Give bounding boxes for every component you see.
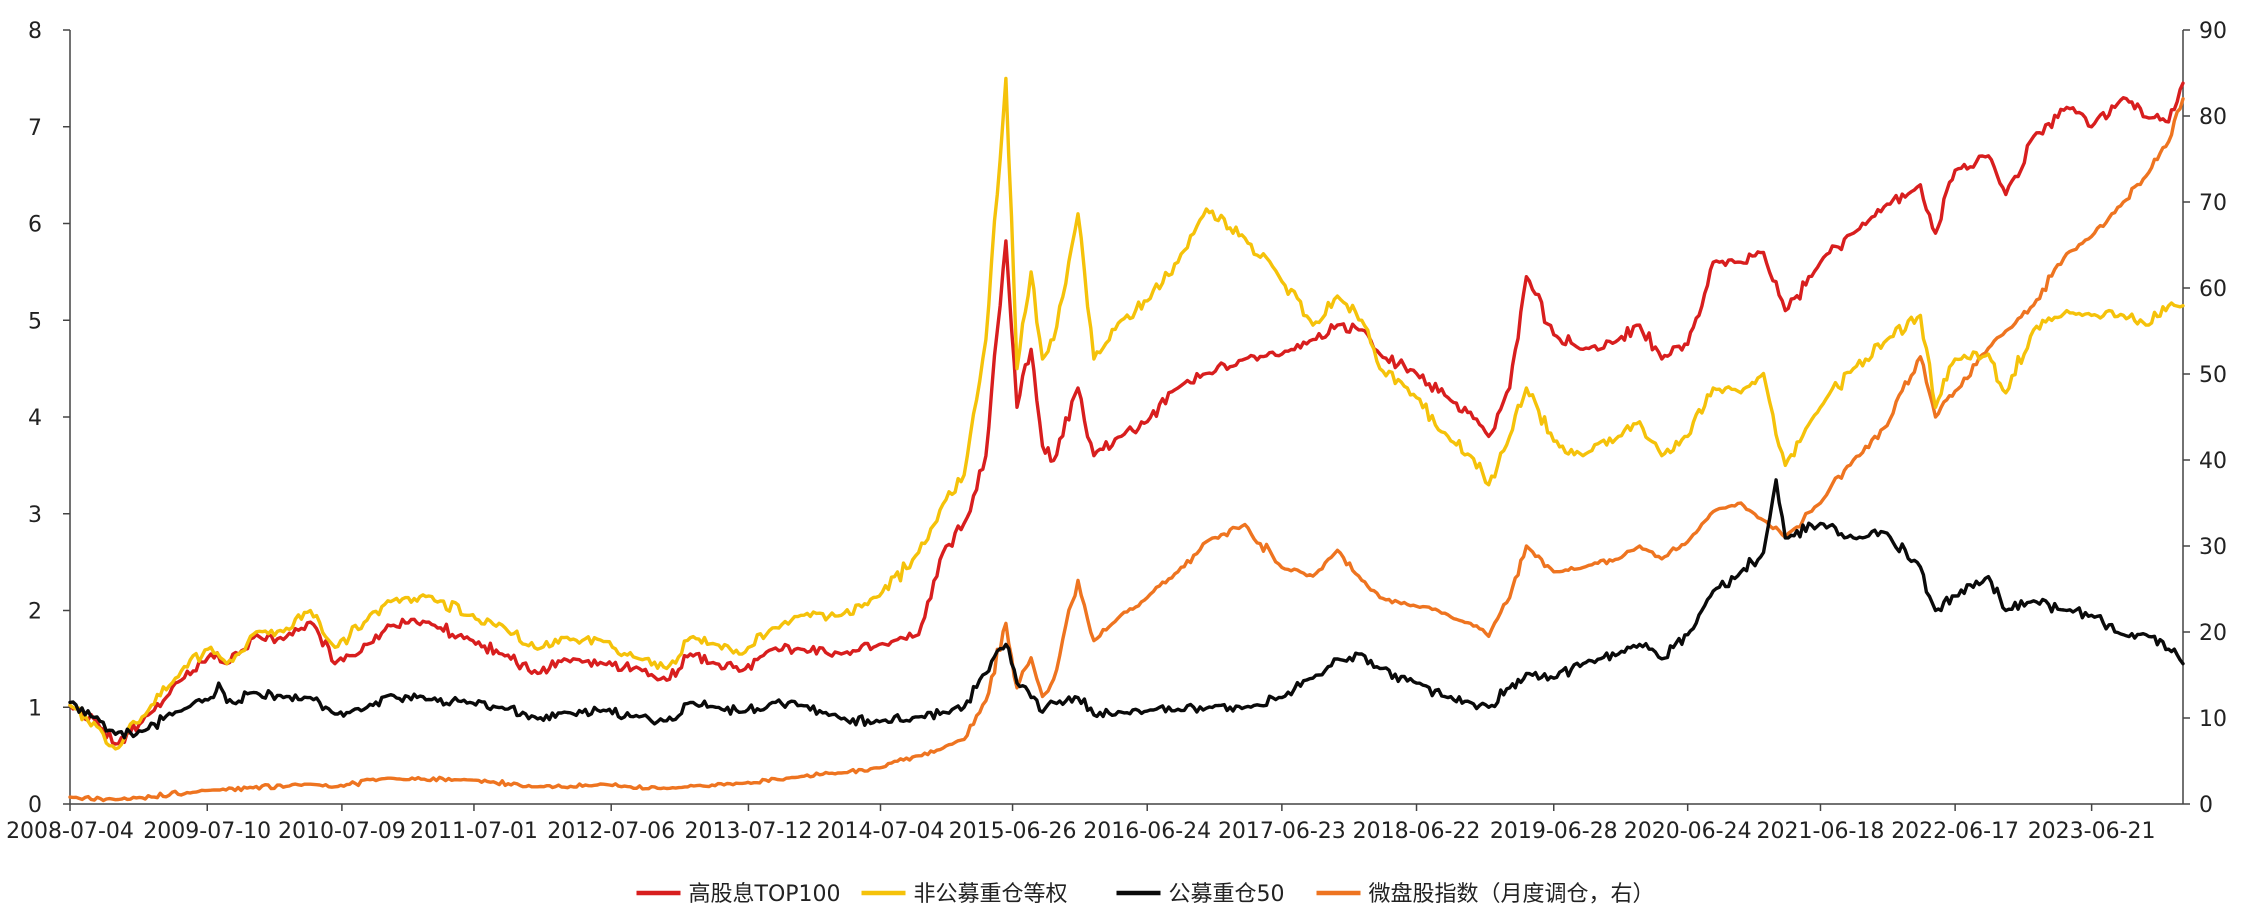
right-y-tick-label: 80: [2199, 105, 2227, 130]
right-y-tick-label: 60: [2199, 277, 2227, 302]
x-tick-label: 2014-07-04: [817, 819, 945, 844]
right-y-tick-label: 40: [2199, 449, 2227, 474]
x-tick-label: 2012-07-06: [547, 819, 675, 844]
right-y-tick-label: 70: [2199, 191, 2227, 216]
x-tick-label: 2009-07-10: [143, 819, 271, 844]
legend-label-2: 非公募重仓等权: [914, 882, 1068, 907]
x-tick-label: 2019-06-28: [1490, 819, 1618, 844]
x-tick-label: 2018-06-22: [1353, 819, 1481, 844]
left-y-tick-label: 6: [28, 213, 42, 238]
legend-label-3: 公募重仓50: [1169, 882, 1285, 907]
x-tick-label: 2020-06-24: [1624, 819, 1752, 844]
x-tick-label: 2021-06-18: [1757, 819, 1885, 844]
x-tick-label: 2023-06-21: [2028, 819, 2156, 844]
x-tick-label: 2015-06-26: [949, 819, 1077, 844]
legend: 高股息TOP100 非公募重仓等权 公募重仓50 微盘股指数（月度调仓，右）: [636, 882, 1655, 907]
right-y-tick-label: 50: [2199, 363, 2227, 388]
x-tick-label: 2016-06-24: [1083, 819, 1211, 844]
right-y-tick-label: 0: [2199, 793, 2213, 818]
x-tick-label: 2017-06-23: [1218, 819, 1346, 844]
right-y-tick-label: 90: [2199, 19, 2227, 44]
left-y-tick-label: 1: [28, 696, 42, 721]
legend-label-1: 高股息TOP100: [689, 882, 841, 907]
legend-label-4: 微盘股指数（月度调仓，右）: [1369, 882, 1655, 907]
left-y-tick-label: 4: [28, 406, 42, 431]
left-y-tick-label: 0: [28, 793, 42, 818]
series-line-2: [68, 76, 2185, 751]
right-y-tick-label: 10: [2199, 707, 2227, 732]
right-y-tick-label: 20: [2199, 621, 2227, 646]
series-line-4: [68, 97, 2185, 803]
right-y-tick-label: 30: [2199, 535, 2227, 560]
x-tick-label: 2013-07-12: [685, 819, 813, 844]
x-tick-label: 2010-07-09: [278, 819, 406, 844]
x-tick-label: 2022-06-17: [1891, 819, 2019, 844]
left-y-tick-label: 7: [28, 116, 42, 141]
left-y-tick-label: 8: [28, 19, 42, 44]
plot-area: [68, 76, 2185, 803]
series-line-3: [68, 478, 2185, 740]
x-tick-label: 2008-07-04: [6, 819, 134, 844]
x-tick-label: 2011-07-01: [410, 819, 538, 844]
left-y-tick-label: 5: [28, 309, 42, 334]
series-line-1: [68, 81, 2185, 746]
left-y-tick-label: 2: [28, 600, 42, 625]
left-y-tick-label: 3: [28, 503, 42, 528]
